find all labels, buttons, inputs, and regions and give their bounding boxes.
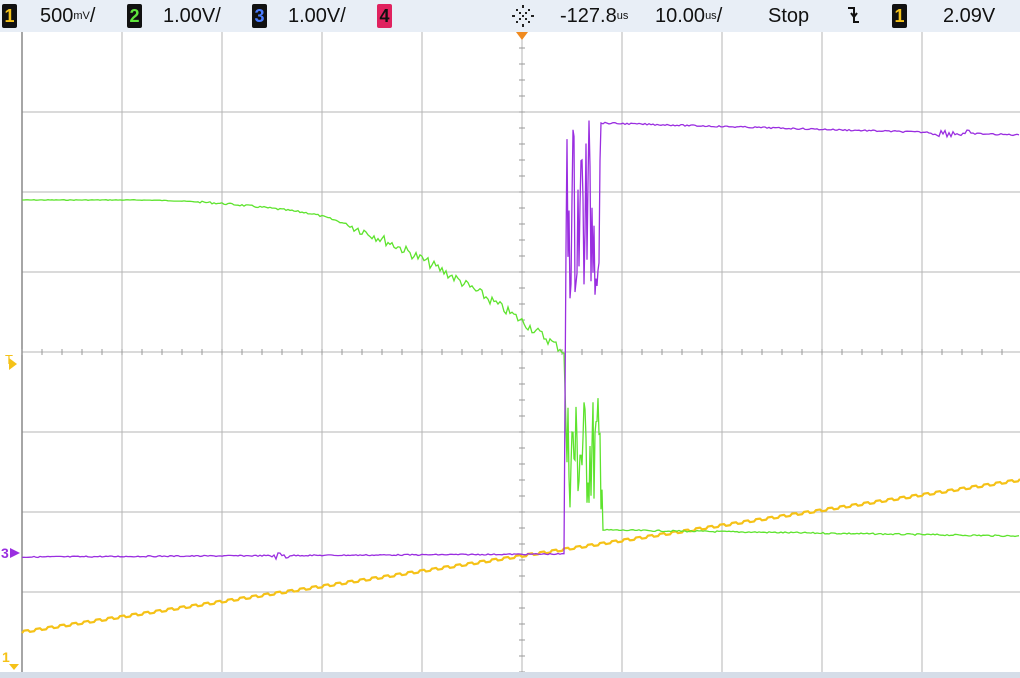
- timebase-readout[interactable]: 10.00us/: [655, 5, 723, 27]
- channel-3-ground-marker: [10, 548, 20, 558]
- channel-3-ground-label: 3: [1, 545, 9, 561]
- channel-1-scale[interactable]: 500mV/: [40, 5, 96, 27]
- channel-1-ground-marker: [9, 664, 19, 670]
- channel-3-trace: [21, 120, 1020, 561]
- trigger-level-marker: [9, 358, 17, 370]
- channel-3-scale[interactable]: 1.00V/: [288, 5, 346, 27]
- channel-1-trace: [21, 478, 1020, 634]
- channel-4-badge[interactable]: 4: [377, 4, 392, 28]
- channel-1-badge[interactable]: 1: [2, 4, 17, 28]
- trigger-position-marker: [516, 32, 528, 40]
- trigger-level[interactable]: 2.09V: [943, 5, 996, 27]
- channel-2-badge[interactable]: 2: [127, 4, 142, 28]
- falling-edge-icon[interactable]: [845, 4, 861, 28]
- waveform-traces: [21, 120, 1020, 634]
- channel-3-badge[interactable]: 3: [252, 4, 267, 28]
- bottom-edge: [0, 672, 1020, 678]
- delay-readout[interactable]: -127.8us: [560, 5, 629, 27]
- trigger-level-label: T: [5, 352, 13, 367]
- channel-1-ground-label: 1: [2, 649, 10, 665]
- waveform-display[interactable]: T 3 1: [0, 32, 1020, 672]
- trigger-source-badge[interactable]: 1: [892, 4, 907, 28]
- graticule-grid: [21, 32, 1020, 672]
- channel-markers: T 3 1: [1, 32, 528, 670]
- acquisition-icon: [508, 2, 538, 27]
- channel-2-trace: [22, 199, 1020, 538]
- channel-2-scale[interactable]: 1.00V/: [163, 5, 221, 27]
- run-state[interactable]: Stop: [768, 5, 810, 27]
- scope-status-bar: 1 500mV/ 2 1.00V/ 3 1.00V/ 4 -127.8us 10…: [0, 0, 1020, 33]
